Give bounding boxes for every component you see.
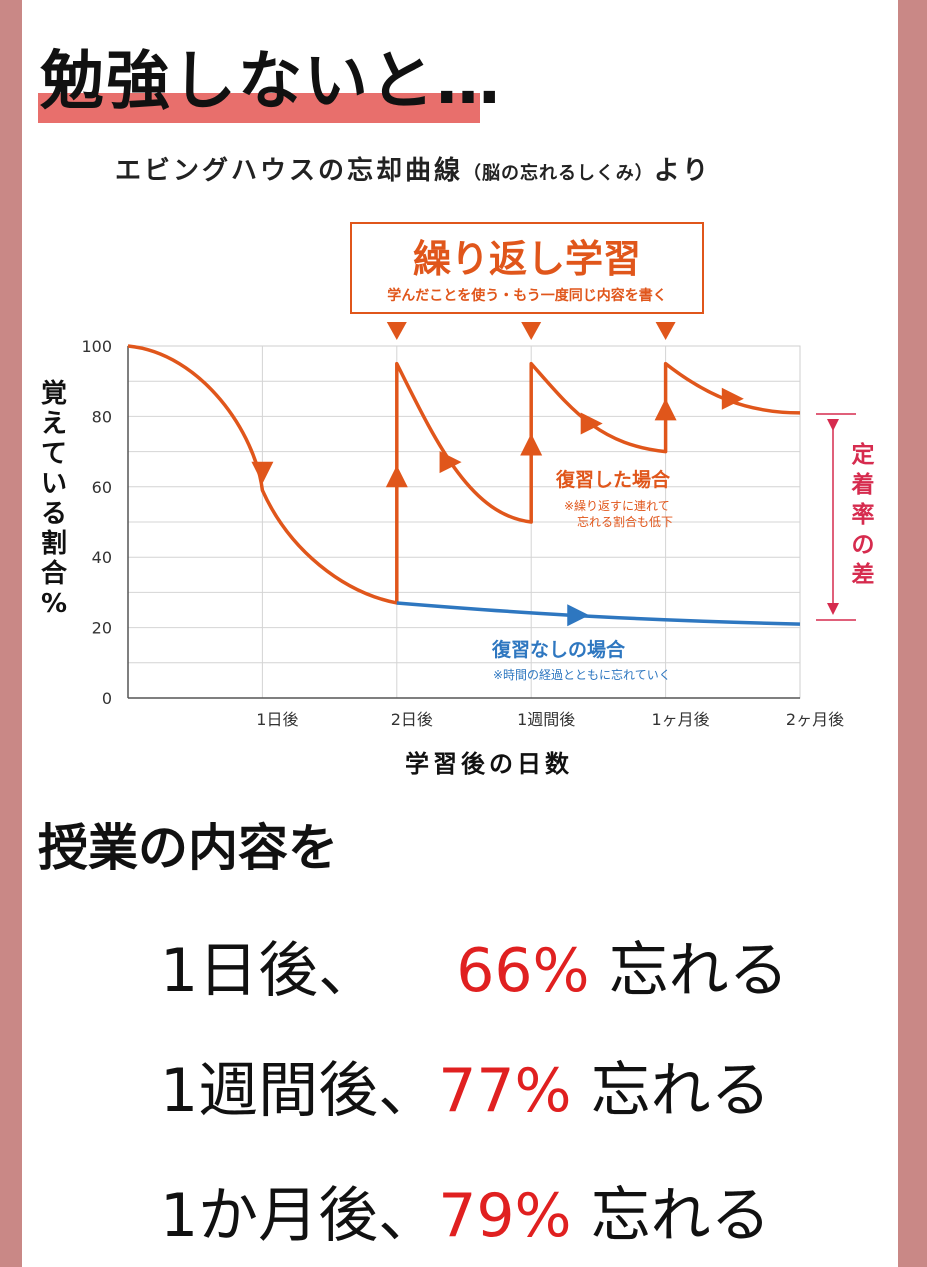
review-markers [386, 322, 676, 340]
subtitle-paren: （脳の忘れるしくみ） [463, 163, 654, 184]
stat-3-prefix: 1か月後、 [160, 1181, 439, 1251]
callout-title: 繰り返し学習 [413, 237, 641, 281]
x-axis-title: 学習後の日数 [405, 750, 573, 778]
review-marker [386, 322, 407, 340]
review-up-arrow [385, 465, 408, 488]
stat-3-suffix: 忘れる [590, 1181, 771, 1251]
chart-grid [127, 345, 801, 699]
x-tick-label: 1日後 [256, 710, 298, 729]
x-tick-label: 2日後 [391, 710, 433, 729]
stat-row-3: 1か月後、79% 忘れる [160, 1167, 771, 1254]
no-review-arrow [567, 604, 590, 627]
decay-arrow [439, 451, 462, 474]
stat-2-suffix: 忘れる [590, 1056, 771, 1126]
subtitle-tail: より [653, 156, 712, 186]
review-up-arrow [654, 398, 677, 421]
series-label-no-review: 復習なしの場合 [491, 638, 626, 661]
stat-1-suffix: 忘れる [608, 936, 789, 1006]
series-note-no-review: ※時間の経過とともに忘れていく [493, 667, 671, 682]
heading-highlight [38, 93, 480, 123]
difference-char-4: の [852, 532, 875, 558]
callout-subtitle: 学んだことを使う・もう一度同じ内容を書く [387, 287, 667, 304]
poster-page [22, 0, 898, 1267]
page-heading: 勉強しないと… [40, 45, 502, 119]
y-tick-label: 40 [92, 548, 112, 567]
series-line-review [127, 344, 801, 605]
y-tick-labels: 100 80 60 40 20 0 [81, 337, 112, 708]
stat-2-prefix: 1週間後、 [160, 1056, 439, 1126]
series-arrows [251, 387, 744, 627]
series-note-review-2: 忘れる割合も低下 [577, 514, 673, 529]
subtitle-main: エビングハウスの忘却曲線 [115, 156, 464, 186]
x-tick-label: 2ヶ月後 [786, 710, 844, 729]
stat-1-percent: 66% [456, 936, 590, 1006]
stat-row-1: 1日後、 66% 忘れる [160, 922, 789, 1009]
y-tick-label: 80 [92, 407, 112, 426]
series-label-review: 復習した場合 [555, 468, 671, 491]
x-tick-label: 1週間後 [517, 710, 575, 729]
difference-char-2: 着 [852, 471, 875, 498]
paper-border-right [898, 0, 927, 1267]
y-axis-title: 覚えている割合% [41, 379, 68, 619]
stat-1-prefix: 1日後、 [160, 936, 379, 1006]
x-tick-label: 1ヶ月後 [652, 710, 710, 729]
y-tick-label: 100 [81, 337, 112, 356]
series-line-no-review [396, 601, 801, 626]
decay-arrow [580, 412, 603, 435]
y-tick-label: 20 [92, 619, 112, 638]
review-marker [655, 322, 676, 340]
decay-arrow [251, 461, 274, 484]
series-note-review-1: ※繰り返すに連れて [564, 499, 670, 513]
chart-subtitle: エビングハウスの忘却曲線（脳の忘れるしくみ）より [115, 150, 835, 187]
stat-3-percent: 79% [438, 1181, 572, 1251]
forgetting-curve-chart: 100 80 60 40 20 0 1日後 2日後 1週間後 1ヶ月後 2ヶ月後 繰り返し学習 学… [41, 222, 875, 778]
series-lines [127, 344, 801, 626]
difference-label: 定 着 率 の 差 [852, 441, 875, 588]
review-up-arrow [520, 433, 543, 456]
difference-char-5: 差 [852, 561, 875, 588]
difference-char-1: 定 [852, 441, 875, 468]
paper-border-left [0, 0, 22, 1267]
callout-box [350, 222, 704, 314]
difference-char-3: 率 [852, 501, 875, 528]
section-title: 授業の内容を [38, 819, 338, 877]
y-tick-label: 60 [92, 478, 112, 497]
stat-2-percent: 77% [438, 1056, 572, 1126]
decay-arrow [721, 387, 744, 410]
review-marker [521, 322, 542, 340]
stat-row-2: 1週間後、77% 忘れる [160, 1042, 771, 1129]
x-tick-labels: 1日後 2日後 1週間後 1ヶ月後 2ヶ月後 [256, 710, 844, 729]
y-tick-label: 0 [102, 689, 112, 708]
